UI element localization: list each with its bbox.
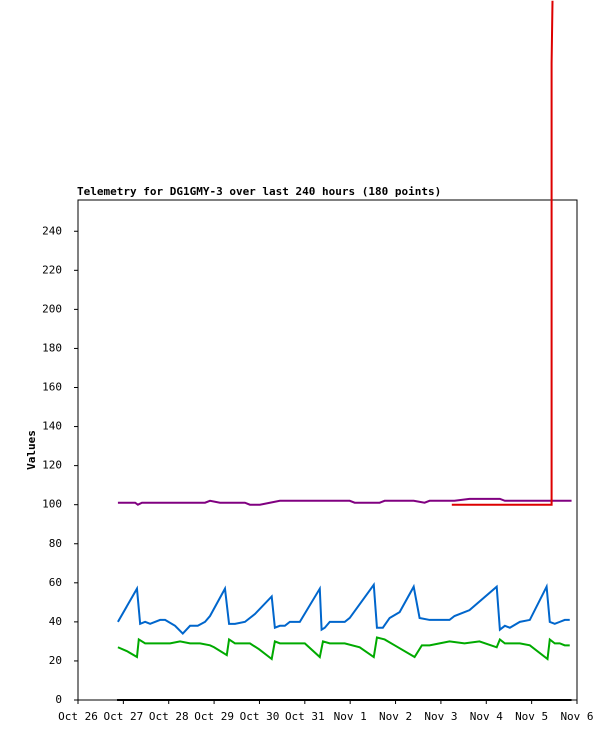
x-tick-label: Oct 30 [240, 710, 280, 723]
y-tick-label: 0 [55, 693, 62, 706]
x-tick-label: Nov 6 [560, 710, 593, 723]
series-line [117, 636, 570, 661]
x-tick-label: Nov 5 [515, 710, 548, 723]
x-tick-label: Oct 26 [58, 710, 98, 723]
y-tick-label: 180 [42, 341, 62, 354]
y-tick-label: 240 [42, 224, 62, 237]
x-tick-label: Oct 29 [194, 710, 234, 723]
y-tick-label: 20 [49, 654, 62, 667]
y-tick-label: 160 [42, 381, 62, 394]
y-tick-label: 140 [42, 420, 62, 433]
y-tick-label: 120 [42, 459, 62, 472]
y-tick-label: 100 [42, 498, 62, 511]
series-line [117, 497, 572, 506]
x-tick-label: Nov 3 [424, 710, 457, 723]
x-tick-label: Oct 28 [149, 710, 189, 723]
y-tick-label: 60 [49, 576, 62, 589]
y-tick-label: 40 [49, 615, 62, 628]
y-tick-label: 200 [42, 302, 62, 315]
series-line [117, 581, 570, 636]
x-tick-label: Oct 27 [103, 710, 143, 723]
chart-title: Telemetry for DG1GMY-3 over last 240 hou… [77, 185, 441, 198]
x-tick-label: Nov 1 [334, 710, 367, 723]
x-tick-label: Nov 2 [379, 710, 412, 723]
x-tick-label: Nov 4 [470, 710, 503, 723]
series-line [451, 0, 554, 506]
y-tick-label: 220 [42, 263, 62, 276]
x-tick-label: Oct 31 [285, 710, 325, 723]
y-axis-label: Values [25, 430, 38, 470]
y-tick-label: 80 [49, 537, 62, 550]
